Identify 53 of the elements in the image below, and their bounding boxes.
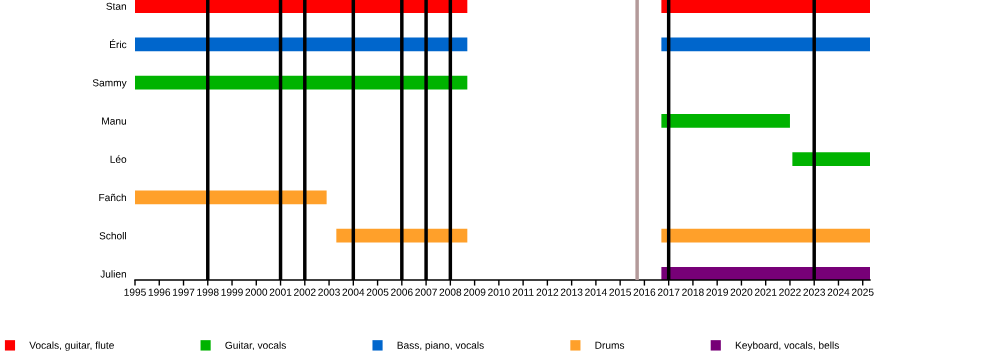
bar: [135, 190, 327, 205]
x-tick-label: 1998: [197, 288, 219, 296]
x-tick-label: 2007: [415, 288, 437, 296]
legend-label: Guitar, vocals: [225, 341, 286, 351]
x-tick-label: 2009: [463, 288, 486, 296]
x-tick-label: 2006: [391, 288, 413, 296]
bar: [661, 113, 790, 128]
x-tick-label: 2020: [730, 288, 753, 296]
x-tick-label: 2012: [536, 288, 559, 296]
y-tick-label: Léo: [110, 155, 127, 163]
x-tick-label: 2019: [706, 288, 728, 296]
x-tick-label: 2011: [512, 288, 534, 296]
bar: [135, 37, 468, 52]
x-tick-label: 1999: [221, 288, 243, 296]
y-tick-label: Fañch: [99, 193, 127, 202]
x-tick-label: 2021: [754, 288, 777, 296]
bar: [661, 228, 870, 243]
x-tick-label: 2022: [779, 288, 801, 296]
x-tick-label: 2016: [633, 288, 656, 296]
x-tick-label: 2023: [803, 288, 826, 296]
x-tick-label: 2008: [439, 288, 462, 296]
x-tick-label: 1997: [173, 288, 195, 296]
legend-label: Bass, piano, vocals: [397, 341, 484, 351]
x-tick-label: 2025: [851, 288, 874, 296]
x-tick-label: 2017: [657, 288, 680, 296]
x-tick-label: 2014: [585, 288, 607, 296]
legend-label: Vocals, guitar, flute: [29, 341, 114, 351]
y-tick-label: Julien: [100, 270, 127, 278]
x-tick-label: 2005: [366, 288, 389, 296]
y-tick-label: Manu: [102, 117, 126, 125]
x-tick-label: 1996: [148, 288, 171, 296]
x-tick-label: 1995: [124, 288, 146, 296]
x-tick-label: 2004: [342, 288, 365, 296]
y-tick-label: Scholl: [99, 231, 126, 240]
bar: [792, 152, 870, 167]
bar: [135, 75, 468, 90]
x-tick-label: 2018: [682, 288, 704, 296]
x-tick-label: 2010: [488, 288, 510, 296]
legend-label: Keyboard, vocals, bells: [735, 341, 839, 351]
x-tick-label: 2013: [560, 288, 583, 296]
y-tick-label: Sammy: [92, 79, 127, 89]
x-tick-label: 2024: [827, 288, 850, 296]
bar: [661, 0, 870, 14]
legend-label: Drums: [595, 341, 625, 349]
bar: [661, 37, 870, 52]
x-tick-label: 2001: [269, 288, 292, 296]
x-tick-label: 2003: [318, 288, 340, 296]
x-tick-label: 2015: [609, 288, 631, 296]
x-tick-label: 2002: [294, 288, 316, 296]
y-tick-label: Éric: [110, 39, 127, 49]
x-tick-label: 2000: [245, 288, 268, 296]
bar: [135, 0, 468, 14]
y-tick-label: Stan: [106, 2, 127, 10]
